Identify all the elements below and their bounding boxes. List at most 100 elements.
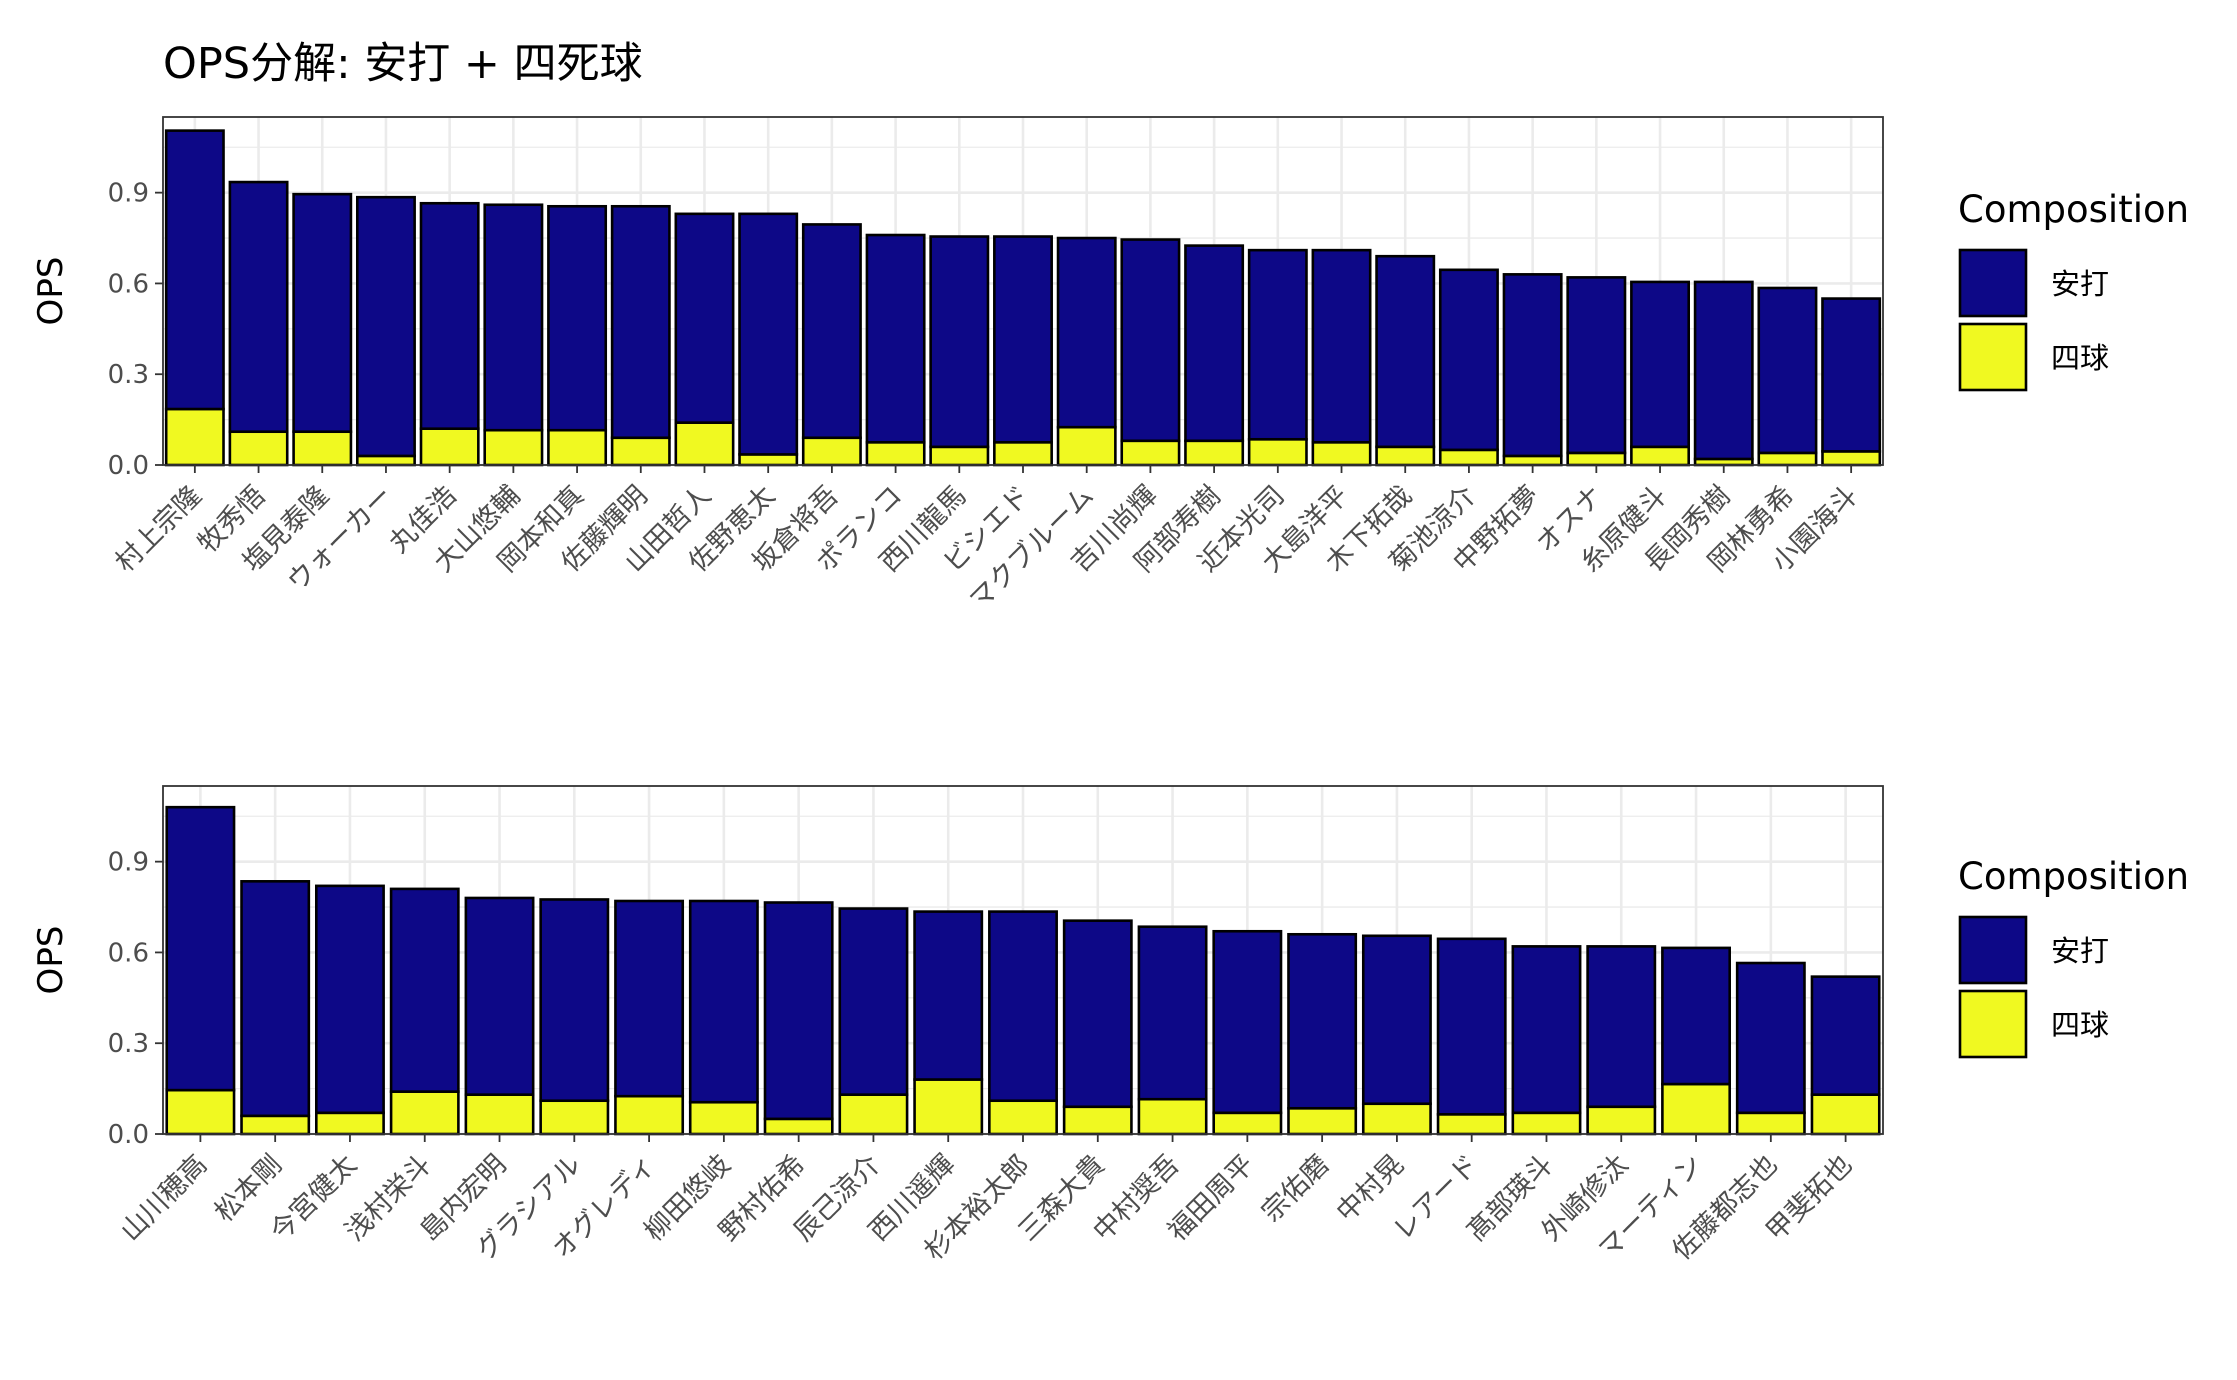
legend-key-1	[1958, 989, 2028, 1059]
bar-hits-0	[165, 805, 236, 1092]
bar-hits-15	[1120, 238, 1181, 443]
bar-hits-4	[464, 896, 535, 1096]
bar-walks-12	[929, 445, 990, 467]
bar-walks-14	[1056, 425, 1117, 467]
chart-title: OPS分解: 安打 + 四死球	[163, 39, 643, 89]
bar-walks-1	[228, 430, 289, 467]
bar-walks-22	[1566, 451, 1627, 467]
bar-hits-3	[355, 195, 416, 458]
bar-hits-10	[801, 223, 862, 440]
bar-hits-22	[1566, 276, 1627, 455]
bar-walks-2	[292, 430, 353, 467]
bar-walks-23	[1630, 445, 1691, 467]
bar-walks-4	[419, 427, 480, 467]
bar-hits-9	[838, 907, 909, 1096]
bar-walks-8	[674, 421, 735, 467]
bar-walks-20	[1661, 1082, 1731, 1136]
bar-hits-11	[865, 233, 926, 444]
bar-walks-5	[539, 1099, 610, 1136]
bar-walks-8	[763, 1117, 834, 1136]
bar-hits-17	[1247, 248, 1308, 441]
y-tick-label: 0.3	[108, 360, 149, 390]
y-tick-label: 0.9	[108, 179, 149, 209]
bar-walks-11	[988, 1099, 1058, 1136]
bar-hits-19	[1375, 254, 1436, 449]
bar-walks-10	[913, 1078, 984, 1136]
bar-walks-17	[1436, 1113, 1507, 1136]
bar-hits-0	[164, 129, 225, 411]
bar-walks-25	[1757, 451, 1818, 467]
legend-label-1: 四球	[2051, 1008, 2109, 1042]
legend-key-0	[1958, 248, 2028, 318]
bar-walks-18	[1511, 1111, 1582, 1136]
legend-label-0: 安打	[2051, 934, 2109, 968]
bar-hits-3	[389, 887, 460, 1093]
bar-hits-12	[929, 235, 990, 449]
y-tick-label: 0.0	[108, 1120, 149, 1150]
bar-walks-26	[1821, 450, 1882, 467]
bar-walks-7	[610, 436, 671, 467]
bar-walks-0	[164, 407, 225, 467]
bar-walks-2	[315, 1111, 385, 1136]
bar-walks-1	[240, 1114, 311, 1136]
bar-walks-16	[1184, 439, 1245, 467]
bar-walks-6	[614, 1094, 685, 1136]
bar-walks-6	[547, 428, 608, 467]
bar-walks-13	[993, 441, 1053, 467]
bar-hits-1	[228, 180, 289, 434]
bar-hits-17	[1436, 937, 1507, 1116]
y-axis-title: OPS	[31, 926, 71, 995]
bar-hits-12	[1062, 919, 1133, 1109]
bar-walks-4	[464, 1093, 535, 1136]
legend-title: Composition	[1958, 855, 2189, 898]
bar-walks-3	[355, 454, 416, 467]
bar-walks-15	[1120, 439, 1181, 467]
bar-hits-6	[547, 204, 608, 432]
bar-hits-19	[1586, 945, 1657, 1109]
bar-hits-16	[1361, 934, 1432, 1106]
y-tick-label: 0.0	[108, 451, 149, 481]
bar-hits-7	[688, 899, 759, 1104]
bar-walks-0	[165, 1088, 236, 1136]
x-tick-label: 宗佑磨	[1256, 1149, 1335, 1228]
bar-hits-7	[610, 204, 671, 440]
bar-walks-10	[801, 436, 862, 467]
bar-hits-25	[1757, 286, 1818, 455]
bar-hits-11	[988, 910, 1058, 1103]
bar-hits-14	[1056, 236, 1117, 429]
bar-hits-14	[1212, 929, 1283, 1115]
bar-hits-4	[419, 201, 480, 430]
legend-label-0: 安打	[2051, 267, 2109, 301]
bar-walks-17	[1247, 437, 1308, 467]
bar-hits-13	[993, 235, 1053, 444]
bar-walks-21	[1502, 454, 1563, 467]
panel-top: 0.00.30.60.9村上宗隆牧秀悟塩見泰隆ウォーカー丸佳浩大山悠輔岡本和真佐…	[31, 116, 2189, 616]
bar-hits-5	[539, 898, 610, 1103]
y-axis-title: OPS	[31, 257, 71, 326]
bar-walks-14	[1212, 1111, 1283, 1136]
bar-walks-11	[865, 441, 926, 467]
bar-hits-20	[1661, 946, 1731, 1086]
y-tick-label: 0.6	[108, 269, 149, 299]
bar-walks-12	[1062, 1105, 1133, 1136]
bar-walks-15	[1287, 1106, 1358, 1136]
legend-key-1	[1958, 322, 2028, 392]
panel-bottom: 0.00.30.60.9山川穂高松本剛今宮健太浅村栄斗島内宏明グラシアルオグレデ…	[31, 785, 2189, 1266]
bar-walks-16	[1361, 1102, 1432, 1136]
bar-walks-21	[1735, 1111, 1806, 1136]
y-tick-label: 0.3	[108, 1029, 149, 1059]
x-tick-label: 山川穂高	[115, 1149, 213, 1247]
y-tick-label: 0.6	[108, 938, 149, 968]
bar-hits-21	[1502, 273, 1563, 458]
bar-hits-5	[483, 203, 544, 432]
bar-walks-7	[688, 1100, 759, 1136]
bar-hits-8	[674, 212, 735, 424]
bar-hits-1	[240, 880, 311, 1118]
bar-walks-20	[1438, 448, 1499, 467]
bar-walks-5	[483, 428, 544, 467]
bar-hits-21	[1735, 961, 1806, 1115]
legend-key-0	[1958, 915, 2028, 985]
bar-hits-13	[1137, 925, 1208, 1101]
x-tick-label: 村上宗隆	[110, 480, 208, 578]
